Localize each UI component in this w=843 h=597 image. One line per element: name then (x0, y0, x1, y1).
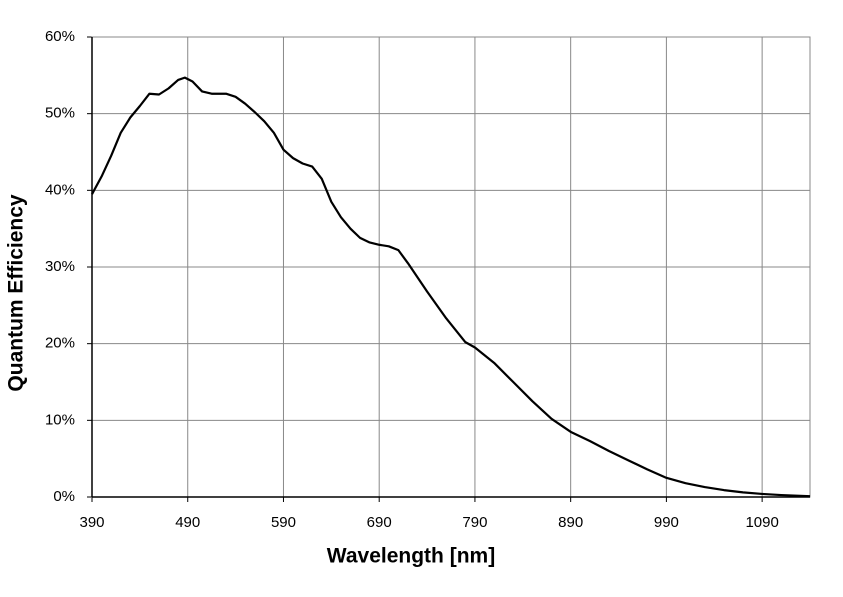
x-tick-label: 1090 (745, 514, 778, 531)
y-tick-label: 20% (45, 335, 75, 352)
y-axis-title: Quantum Efficiency (5, 194, 28, 392)
y-tick-label: 60% (45, 28, 75, 45)
y-tick-label: 10% (45, 411, 75, 428)
x-tick-label: 590 (271, 514, 296, 531)
y-tick-label: 40% (45, 181, 75, 198)
x-tick-label: 890 (558, 514, 583, 531)
x-axis-title: Wavelength [nm] (327, 545, 495, 568)
x-tick-label: 490 (175, 514, 200, 531)
y-tick-label: 30% (45, 258, 75, 275)
x-tick-label: 690 (367, 514, 392, 531)
line-series (91, 76, 811, 498)
x-tick-label: 790 (462, 514, 487, 531)
x-tick-label: 990 (654, 514, 679, 531)
y-tick-label: 50% (45, 105, 75, 122)
y-tick-label: 0% (53, 488, 75, 505)
x-tick-label: 390 (79, 514, 104, 531)
